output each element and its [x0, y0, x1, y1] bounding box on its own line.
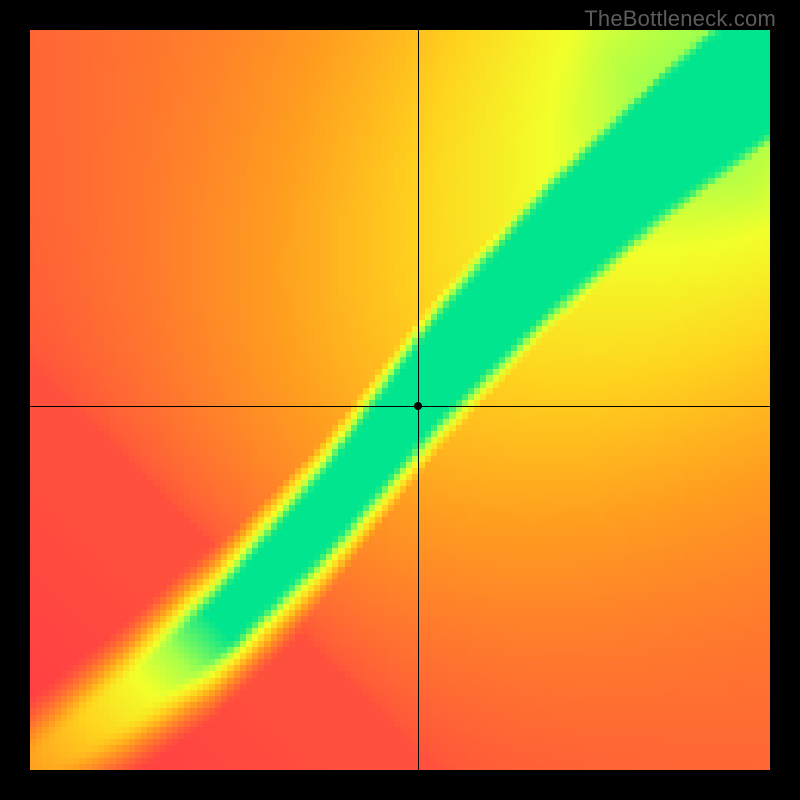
watermark-text: TheBottleneck.com	[584, 6, 776, 32]
bottleneck-heatmap	[30, 30, 770, 770]
heatmap-canvas	[30, 30, 770, 770]
